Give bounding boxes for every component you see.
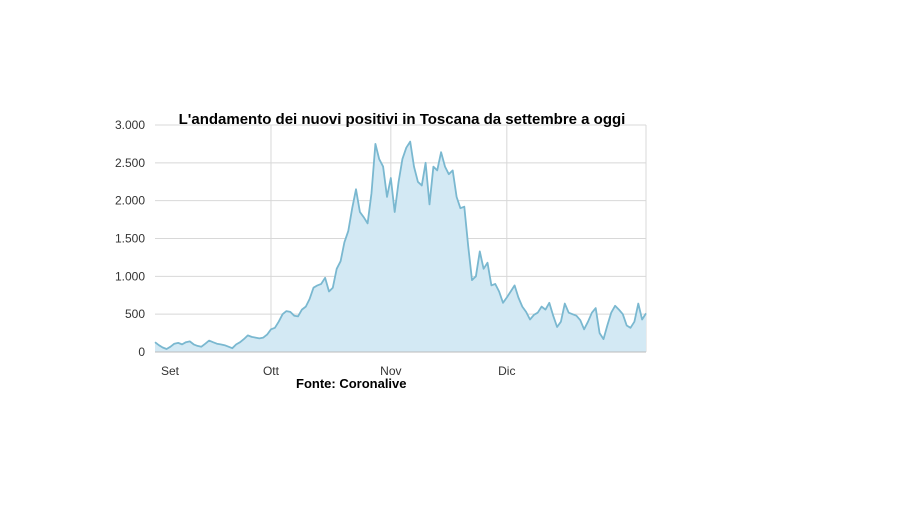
x-tick-label: Dic <box>498 364 515 378</box>
x-tick-label: Ott <box>263 364 280 378</box>
chart-source-note: Fonte: Coronalive <box>296 376 407 391</box>
x-tick-label: Nov <box>380 364 401 378</box>
y-tick-label: 0 <box>138 345 145 359</box>
chart-title: L'andamento dei nuovi positivi in Toscan… <box>179 111 626 128</box>
y-axis-ticks: 0 500 1.000 1.500 2.000 2.500 3.000 <box>115 118 145 359</box>
y-tick-label: 2.500 <box>115 156 145 170</box>
y-tick-label: 1.500 <box>115 232 145 246</box>
y-tick-label: 1.000 <box>115 269 145 283</box>
y-tick-label: 3.000 <box>115 118 145 132</box>
x-axis-ticks: Set Ott Nov Dic <box>161 364 515 378</box>
series-area-fill <box>155 141 646 352</box>
series-line <box>154 140 647 350</box>
x-tick-label: Set <box>161 364 180 378</box>
y-tick-label: 500 <box>125 307 145 321</box>
y-tick-label: 2.000 <box>115 194 145 208</box>
